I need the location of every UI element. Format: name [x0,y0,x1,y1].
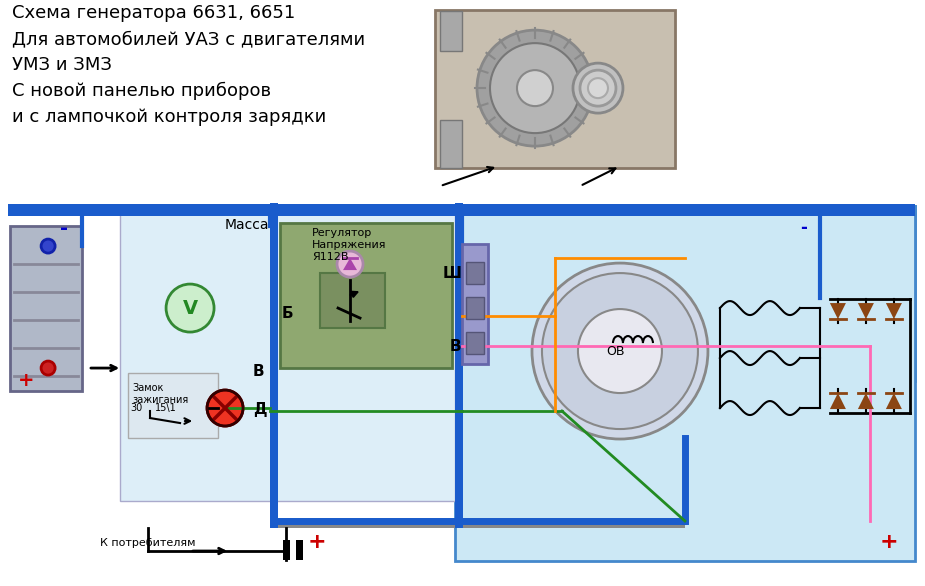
Text: зажигания: зажигания [132,395,189,405]
Bar [280,223,452,368]
Bar [128,373,218,438]
Polygon shape [830,303,845,319]
Text: -: - [800,219,807,237]
Text: Я112В: Я112В [312,252,349,262]
Circle shape [41,361,56,375]
Circle shape [588,78,608,98]
Text: Регулятор: Регулятор [312,228,372,238]
Circle shape [490,43,580,133]
Circle shape [578,309,662,393]
Circle shape [573,63,623,113]
Circle shape [41,239,56,253]
Polygon shape [830,393,845,409]
Text: Замок: Замок [132,383,164,393]
Text: 15\1: 15\1 [155,403,177,413]
Text: Схема генератора 6631, 6651: Схема генератора 6631, 6651 [12,4,295,22]
Text: -: - [60,219,68,237]
Circle shape [207,390,243,426]
Bar [296,540,303,560]
Bar [10,226,82,391]
Bar [466,332,484,354]
Bar [283,540,290,560]
Bar [435,10,675,168]
Text: В: В [253,364,265,379]
Polygon shape [886,393,902,409]
Bar [270,203,278,528]
Bar [455,206,915,381]
Text: К потребителям: К потребителям [100,538,195,548]
Text: УМЗ и ЗМЗ: УМЗ и ЗМЗ [12,56,112,74]
Text: Б: Б [282,306,293,321]
Text: +: + [18,371,34,390]
Circle shape [542,273,698,429]
Bar [455,203,463,528]
Bar [462,244,488,364]
Bar [466,297,484,319]
Polygon shape [886,303,902,319]
Circle shape [166,284,214,332]
Text: и с лампочкой контроля зарядки: и с лампочкой контроля зарядки [12,108,327,126]
Text: +: + [880,532,898,552]
Polygon shape [857,303,874,319]
Text: С новой панелью приборов: С новой панелью приборов [12,82,271,100]
Text: Для автомобилей УАЗ с двигателями: Для автомобилей УАЗ с двигателями [12,30,365,48]
Bar [8,204,915,216]
Circle shape [477,30,593,146]
Text: Напряжения: Напряжения [312,240,387,250]
Text: Д: Д [253,402,266,417]
Text: Ш: Ш [443,266,462,281]
Text: +: + [308,532,327,552]
Circle shape [532,263,708,439]
Text: Масса: Масса [225,218,269,232]
Bar [466,262,484,284]
Bar [455,206,915,561]
Circle shape [517,70,553,106]
Bar [440,11,462,51]
Circle shape [337,251,363,277]
Bar [320,273,385,328]
Bar [120,206,455,501]
Polygon shape [857,393,874,409]
Text: В: В [450,339,462,354]
Text: ОВ: ОВ [606,345,624,357]
Bar [440,120,462,168]
Circle shape [580,70,616,106]
Text: V: V [182,298,198,318]
Bar [270,518,684,528]
Polygon shape [343,258,357,270]
Text: 30: 30 [130,403,142,413]
